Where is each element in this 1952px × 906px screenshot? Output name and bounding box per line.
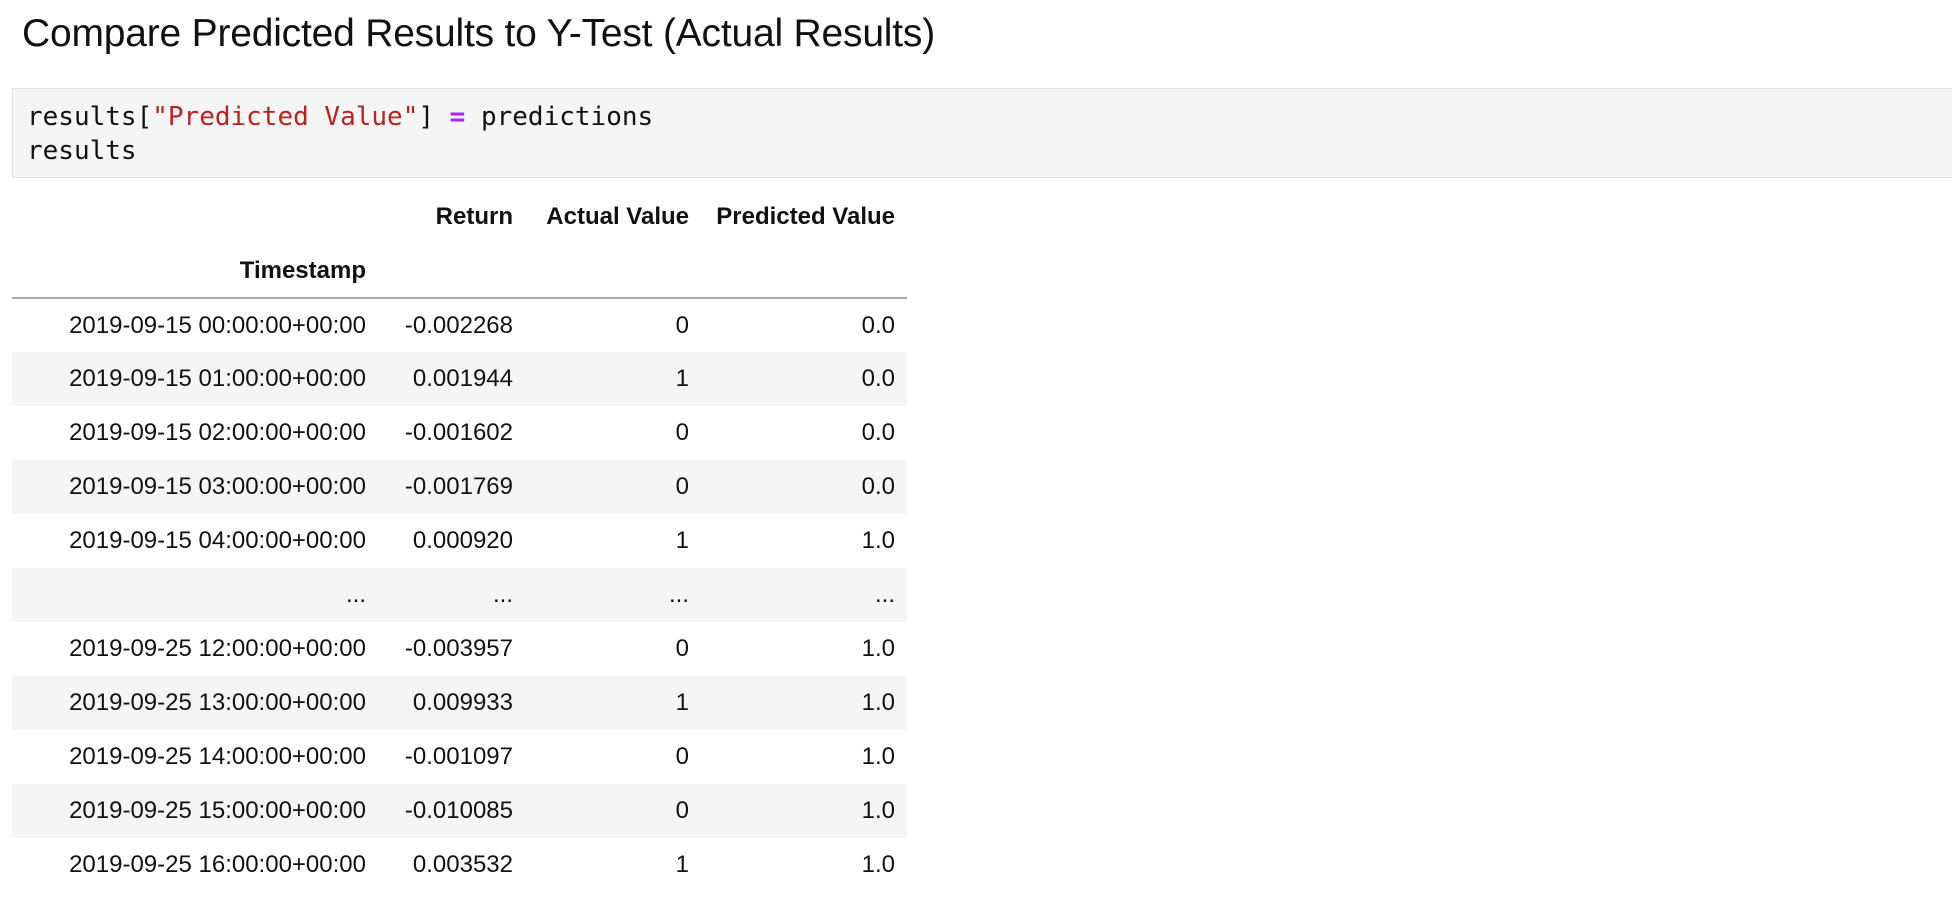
actual-value-cell: 1 [675,365,689,392]
return-cell: 0.000920 [412,527,513,554]
return-cell: -0.001602 [404,419,513,446]
code-cell[interactable]: results["Predicted Value"] = predictions… [12,88,1952,178]
table-row: 2019-09-25 15:00:00+00:00 -0.010085 0 1.0 [12,784,907,838]
return-cell: -0.010085 [404,797,513,824]
row-index-cell: 2019-09-15 01:00:00+00:00 [69,365,366,392]
predicted-value-cell: ... [874,581,895,608]
index-header-empty [378,244,525,299]
index-header-row: Timestamp [12,244,907,299]
return-cell: ... [492,581,513,608]
actual-value-cell: 0 [675,473,689,500]
return-cell: -0.002268 [404,311,513,339]
header-corner [12,190,378,244]
return-cell: -0.001769 [404,473,513,500]
table-row: 2019-09-25 16:00:00+00:00 0.003532 1 1.0 [12,838,907,892]
code-token: ] [418,102,450,132]
row-index-cell: 2019-09-25 13:00:00+00:00 [69,689,366,716]
table-row: 2019-09-15 04:00:00+00:00 0.000920 1 1.0 [12,514,907,568]
return-cell: -0.001097 [404,743,513,770]
table-row: 2019-09-25 12:00:00+00:00 -0.003957 0 1.0 [12,622,907,676]
predicted-value-cell: 1.0 [861,689,895,716]
column-header-row: Return Actual Value Predicted Value [12,190,907,244]
actual-value-cell: 1 [675,851,689,878]
predicted-value-cell: 0.0 [861,419,895,446]
section-heading: Compare Predicted Results to Y-Test (Act… [22,12,935,55]
predicted-value-cell: 0.0 [861,365,895,392]
table-row: 2019-09-25 14:00:00+00:00 -0.001097 0 1.0 [12,730,907,784]
table-body: 2019-09-15 00:00:00+00:00 -0.002268 0 0.0 20… [12,298,907,892]
row-index-cell: 2019-09-15 00:00:00+00:00 [69,311,366,339]
predicted-value-cell: 1.0 [861,743,895,770]
table-row: 2019-09-15 00:00:00+00:00 -0.002268 0 0.0 [12,298,907,352]
column-header-actual-value: Actual Value [546,203,689,230]
code-token: predictions [465,102,654,132]
row-index-cell: 2019-09-25 12:00:00+00:00 [69,635,366,662]
index-header-empty [525,244,701,299]
code-line-2: results [27,136,137,166]
actual-value-cell: 1 [675,527,689,554]
actual-value-cell: ... [668,581,689,608]
dataframe-output: Return Actual Value Predicted Value Time… [12,190,907,892]
predicted-value-cell: 1.0 [861,527,895,554]
index-name-header: Timestamp [12,244,378,299]
row-index-cell: 2019-09-15 03:00:00+00:00 [69,473,366,500]
return-cell: 0.001944 [412,365,513,392]
actual-value-cell: 0 [675,797,689,824]
actual-value-cell: 0 [675,311,689,339]
code-line-1: results["Predicted Value"] = predictions [27,100,653,134]
row-index-cell: 2019-09-25 16:00:00+00:00 [69,851,366,878]
actual-value-cell: 1 [675,689,689,716]
column-header-return: Return [435,203,513,230]
code-operator-token: = [449,102,466,132]
predicted-value-cell: 0.0 [861,311,895,339]
actual-value-cell: 0 [675,419,689,446]
predicted-value-cell: 1.0 [861,635,895,662]
table-row: ............ [12,568,907,622]
actual-value-cell: 0 [675,743,689,770]
actual-value-cell: 0 [675,635,689,662]
predicted-value-cell: 0.0 [861,473,895,500]
row-index-cell: ... [345,581,366,608]
row-index-cell: 2019-09-15 02:00:00+00:00 [69,419,366,446]
index-header-empty [701,244,907,299]
row-index-cell: 2019-09-15 04:00:00+00:00 [69,527,366,554]
row-index-cell: 2019-09-25 15:00:00+00:00 [69,797,366,824]
predicted-value-cell: 1.0 [861,797,895,824]
predicted-value-cell: 1.0 [861,851,895,878]
table-row: 2019-09-15 02:00:00+00:00 -0.001602 0 0.0 [12,406,907,460]
return-cell: 0.003532 [412,851,513,878]
table-row: 2019-09-25 13:00:00+00:00 0.009933 1 1.0 [12,676,907,730]
results-table: Return Actual Value Predicted Value Time… [12,190,907,892]
row-index-cell: 2019-09-25 14:00:00+00:00 [69,743,366,770]
return-cell: -0.003957 [404,635,513,662]
table-row: 2019-09-15 03:00:00+00:00 -0.001769 0 0.0 [12,460,907,514]
column-header-predicted-value: Predicted Value [716,203,895,230]
table-row: 2019-09-15 01:00:00+00:00 0.001944 1 0.0 [12,352,907,406]
code-token: results[ [27,102,153,132]
code-string-token: "Predicted Value" [152,102,419,132]
return-cell: 0.009933 [412,689,513,716]
